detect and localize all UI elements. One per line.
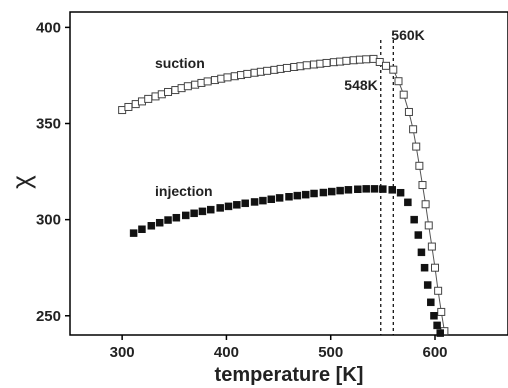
data-point-injection [336, 186, 344, 195]
data-point-injection [404, 198, 412, 207]
data-point-injection [285, 193, 293, 201]
data-point-suction [183, 82, 192, 91]
data-point-suction [144, 94, 153, 103]
data-point-injection [430, 312, 438, 320]
plot-frame [69, 11, 508, 336]
data-point-suction [415, 161, 424, 170]
data-point-injection [147, 222, 156, 230]
data-point-injection [164, 216, 172, 224]
data-point-suction [203, 77, 212, 86]
y-tick-label: 250 [36, 308, 61, 325]
data-point-suction [342, 56, 351, 65]
data-point-suction [223, 73, 232, 82]
data-point-injection [354, 185, 362, 194]
data-point-injection [216, 204, 224, 212]
y-tick-label: 400 [36, 19, 61, 36]
data-point-injection [379, 185, 387, 193]
data-point-injection [301, 190, 310, 199]
data-point-suction [322, 58, 331, 67]
y-axis-title: χ [6, 175, 36, 189]
reference-lines: 548K 560K [344, 27, 425, 335]
data-point-injection [328, 187, 336, 196]
data-point-injection [267, 195, 276, 204]
data-point-injection [344, 186, 353, 194]
data-point-suction [431, 263, 439, 272]
data-point-injection [319, 188, 328, 197]
data-point-injection [224, 202, 233, 211]
data-point-injection [370, 185, 379, 193]
data-point-injection [433, 321, 441, 330]
annotation-injection: injection [155, 183, 213, 199]
data-point-injection [155, 218, 164, 227]
data-point-suction [409, 125, 418, 134]
x-axis-ticks: 300 400 500 600 [110, 335, 448, 361]
data-point-injection [138, 225, 146, 234]
y-tick-label: 300 [36, 212, 61, 229]
data-point-suction [282, 63, 291, 72]
data-point-suction [124, 102, 133, 111]
data-point-suction [394, 77, 403, 86]
plot-area [69, 11, 508, 336]
data-point-suction [381, 61, 390, 70]
data-point-injection [190, 209, 198, 218]
data-point-injection [250, 198, 259, 206]
data-point-suction [427, 242, 436, 251]
data-point-injection [410, 215, 418, 224]
series-injection [129, 185, 444, 337]
data-point-injection [259, 196, 267, 205]
data-point-suction [399, 90, 408, 99]
series-layer [118, 54, 449, 337]
data-point-injection [396, 188, 405, 197]
data-point-suction [389, 65, 398, 74]
data-point-suction [424, 221, 433, 230]
annotation-suction: suction [155, 55, 205, 71]
x-tick-label: 400 [214, 344, 239, 361]
x-axis-title: temperature [K] [215, 364, 364, 386]
data-point-injection [129, 229, 138, 237]
data-point-injection [362, 185, 370, 193]
data-point-suction [362, 55, 371, 64]
x-tick-label: 600 [422, 344, 447, 361]
data-point-injection [310, 189, 318, 198]
reference-label-548K: 548K [344, 77, 377, 93]
y-axis-ticks: 250 300 350 400 [36, 19, 70, 325]
data-point-suction [421, 200, 430, 209]
data-point-suction [263, 66, 272, 75]
x-tick-label: 300 [110, 344, 135, 361]
data-point-suction [418, 181, 427, 190]
x-tick-label: 500 [318, 344, 343, 361]
data-point-injection [198, 207, 207, 216]
data-point-injection [207, 205, 215, 214]
data-point-suction [302, 61, 311, 70]
data-point-injection [417, 248, 426, 257]
data-point-injection [414, 231, 423, 239]
data-point-suction [412, 142, 421, 151]
data-point-injection [293, 191, 302, 200]
data-point-injection [182, 211, 190, 220]
y-tick-label: 350 [36, 116, 61, 133]
data-point-suction [404, 107, 413, 116]
data-point-suction [437, 307, 446, 316]
data-point-injection [172, 213, 181, 222]
data-point-suction [434, 286, 443, 295]
data-point-injection [420, 263, 429, 272]
annotations: suction injection [155, 55, 213, 199]
data-point-suction [164, 87, 173, 96]
data-point-injection [423, 281, 432, 289]
data-point-injection [275, 194, 284, 202]
data-point-injection [233, 201, 241, 209]
reference-label-560K: 560K [391, 27, 424, 43]
series-suction [118, 54, 449, 336]
data-point-injection [241, 199, 249, 208]
data-point-injection [427, 298, 435, 307]
data-point-injection [388, 186, 396, 194]
data-point-injection [436, 329, 444, 337]
data-point-suction [243, 69, 252, 78]
